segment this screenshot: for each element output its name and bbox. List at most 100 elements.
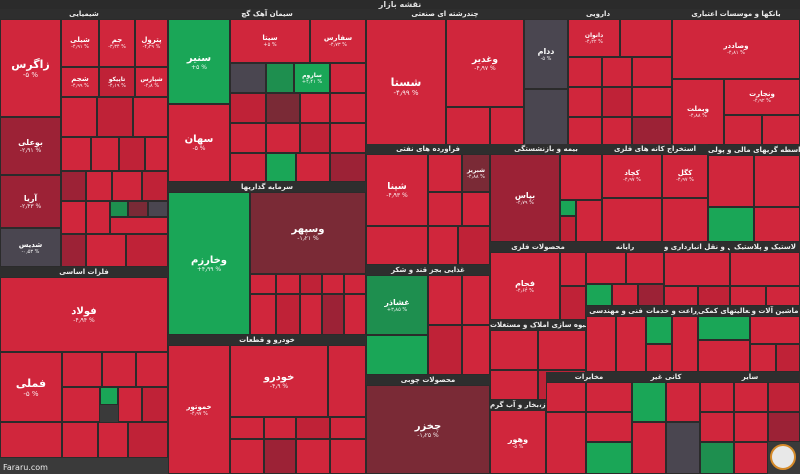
filler-tile[interactable] (428, 154, 462, 192)
filler-tile[interactable] (646, 344, 672, 372)
filler-tile[interactable] (250, 294, 276, 335)
filler-tile[interactable] (734, 382, 768, 412)
tile-shasta[interactable]: شستا -۴٫۹۹ % (366, 19, 446, 154)
tile-zagros[interactable]: زاگرس -۵ % (0, 19, 61, 117)
filler-tile[interactable] (428, 275, 462, 325)
filler-tile[interactable] (328, 345, 366, 417)
filler-tile[interactable] (330, 123, 366, 153)
tile-fameli[interactable]: فملی -۵ % (0, 352, 62, 422)
tile-vbemellat[interactable]: وبملت -۴٫۸۸ % (672, 79, 724, 145)
filler-tile[interactable] (734, 412, 768, 442)
filler-tile[interactable] (142, 171, 168, 201)
filler-tile[interactable] (672, 316, 698, 372)
filler-tile[interactable] (428, 192, 462, 226)
tile-khodro[interactable]: خودرو -۴٫۹ % (230, 345, 328, 417)
filler-tile[interactable] (97, 97, 133, 137)
filler-tile[interactable] (586, 412, 632, 442)
filler-tile[interactable] (330, 93, 366, 123)
tile-kchad[interactable]: کچاد -۴٫۹۷ % (602, 154, 662, 198)
filler-tile[interactable] (612, 284, 638, 306)
filler-tile[interactable] (750, 344, 776, 372)
filler-tile[interactable] (462, 192, 490, 226)
filler-tile[interactable] (620, 19, 672, 57)
filler-tile[interactable] (145, 137, 168, 171)
filler-tile[interactable] (62, 352, 102, 387)
filler-tile[interactable] (586, 316, 616, 372)
filler-tile[interactable] (86, 201, 110, 234)
filler-tile[interactable] (330, 63, 366, 93)
tile-danovan[interactable]: دانوان -۴٫۲۲ % (568, 19, 620, 57)
filler-tile[interactable] (230, 439, 264, 474)
tile-vghadir[interactable]: وغدیر -۴٫۹۷ % (446, 19, 524, 107)
filler-tile[interactable] (700, 382, 734, 412)
filler-tile[interactable] (322, 294, 344, 335)
tile-sefars[interactable]: سفارس -۴٫۷۳ % (310, 19, 366, 63)
tile-vhour[interactable]: وهور -۵ % (490, 410, 546, 474)
filler-tile[interactable] (490, 370, 538, 400)
filler-tile[interactable] (136, 352, 168, 387)
filler-tile[interactable] (768, 412, 800, 442)
filler-tile[interactable] (128, 422, 168, 458)
tile-vsadderat[interactable]: وصاددر -۴٫۸۱ % (672, 19, 800, 79)
filler-tile[interactable] (230, 63, 266, 93)
tile-kgol[interactable]: کگل -۴٫۹۷ % (662, 154, 708, 198)
filler-tile[interactable] (602, 198, 662, 242)
filler-tile[interactable] (102, 352, 136, 387)
filler-tile[interactable] (708, 155, 754, 207)
tile-vtejarat[interactable]: ونجارت -۴٫۹۲ % (724, 79, 800, 115)
filler-tile[interactable] (568, 87, 602, 117)
filler-tile[interactable] (458, 226, 490, 265)
filler-tile[interactable] (750, 316, 800, 344)
filler-tile[interactable] (110, 217, 168, 234)
filler-tile[interactable] (632, 382, 666, 422)
filler-tile[interactable] (734, 442, 768, 474)
filler-tile[interactable] (638, 284, 664, 306)
tile-fajam[interactable]: فجام -۴٫۶۴ % (490, 252, 560, 320)
filler-tile[interactable] (586, 442, 632, 474)
filler-tile[interactable] (776, 344, 800, 372)
filler-tile[interactable] (698, 340, 750, 372)
filler-tile[interactable] (766, 286, 800, 306)
tile-tapiko[interactable]: تاپیکو -۴٫۱۹ % (99, 67, 135, 97)
filler-tile[interactable] (586, 252, 626, 284)
filler-tile[interactable] (632, 87, 672, 117)
filler-tile[interactable] (586, 284, 612, 306)
filler-tile[interactable] (724, 115, 762, 145)
tile-dadam[interactable]: ددام -۵ % (524, 19, 568, 89)
filler-tile[interactable] (62, 387, 100, 422)
filler-tile[interactable] (296, 439, 330, 474)
filler-tile[interactable] (119, 137, 145, 171)
filler-tile[interactable] (322, 274, 344, 294)
filler-tile[interactable] (616, 316, 646, 372)
tile-chokhzar[interactable]: چخزر -۱٫۲۵ % (366, 385, 490, 474)
filler-tile[interactable] (86, 171, 112, 201)
filler-tile[interactable] (568, 57, 602, 87)
filler-tile[interactable] (560, 286, 586, 320)
filler-tile[interactable] (698, 316, 750, 340)
filler-tile[interactable] (366, 335, 428, 375)
filler-tile[interactable] (0, 422, 62, 458)
filler-tile[interactable] (576, 200, 602, 242)
tile-khmotor[interactable]: خموتور -۴٫۹۷ % (168, 345, 230, 474)
filler-tile[interactable] (662, 198, 708, 242)
filler-tile[interactable] (768, 382, 800, 412)
filler-tile[interactable] (602, 57, 632, 87)
filler-tile[interactable] (276, 294, 300, 335)
filler-tile[interactable] (664, 252, 730, 286)
filler-tile[interactable] (538, 330, 586, 370)
filler-tile[interactable] (300, 93, 330, 123)
filler-tile[interactable] (366, 226, 428, 265)
filler-tile[interactable] (330, 439, 366, 474)
filler-tile[interactable] (133, 97, 168, 137)
filler-tile[interactable] (91, 137, 119, 171)
tile-vkharazm[interactable]: وخارزم +۴٫۹۹ % (168, 192, 250, 335)
filler-tile[interactable] (560, 216, 576, 242)
filler-tile[interactable] (462, 325, 490, 375)
filler-tile[interactable] (100, 387, 118, 405)
tile-sahan[interactable]: سهان -۵ % (168, 104, 230, 182)
filler-tile[interactable] (61, 137, 91, 171)
tile-shili[interactable]: شیلی -۴٫۹۱ % (61, 19, 99, 67)
filler-tile[interactable] (560, 200, 576, 216)
filler-tile[interactable] (62, 422, 98, 458)
tile-senir[interactable]: سنیر +۵ % (168, 19, 230, 104)
